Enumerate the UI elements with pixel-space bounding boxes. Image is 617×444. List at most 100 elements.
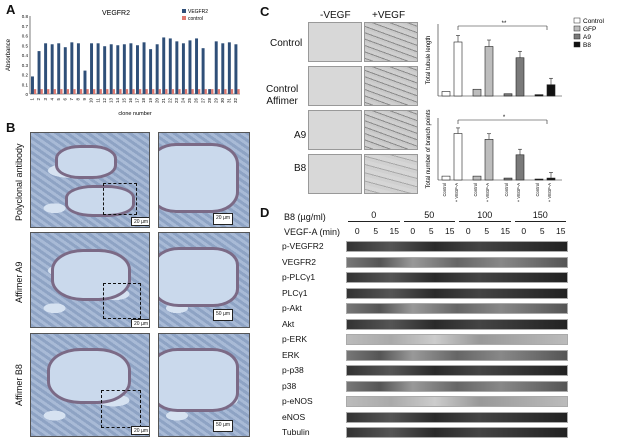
chart-a-ytick: 0.2 (22, 73, 29, 78)
chart-a-xtick: 8 (76, 98, 81, 101)
panel-b-mini-scalebar-2: 20 µm (131, 319, 149, 327)
panel-d-blot-row: eNOS (282, 411, 572, 425)
chart-c-legend-label: GFP (583, 26, 596, 33)
chart-a-bar-control (165, 89, 168, 94)
chart-a-bar-control (224, 89, 227, 94)
panel-a-svg: VEGFR2 Absorbance 0.8 0.7 0.6 0.5 0.4 0.3 0.2 0.1… (6, 9, 240, 117)
panel-label-d: D (260, 205, 270, 220)
panel-d-time-value: 5 (539, 226, 545, 236)
chart-a-bar-control (171, 89, 175, 94)
chart-a-bar-control (40, 89, 43, 94)
chart-c-bar (484, 46, 494, 97)
chart-a-bar-vegfr2 (188, 40, 192, 94)
panel-d-blot-label: PLCγ1 (282, 287, 308, 298)
panel-d-blot-row: p-ERK (282, 333, 572, 347)
chart-a-bar-control (211, 89, 214, 94)
chart-a-bar-vegfr2 (116, 45, 120, 94)
chart-a-xtick: 1 (30, 98, 35, 101)
panel-a-bar-chart: VEGFR2 Absorbance 0.8 0.7 0.6 0.5 0.4 0.3 0.2 0.1… (4, 4, 254, 117)
panel-d-dose-underline (348, 221, 400, 222)
panel-d-blot-label: eNOS (282, 411, 306, 422)
panel-b-mini-scalebar-1: 20 µm (131, 217, 149, 226)
chart-a-bar-control (99, 89, 102, 94)
panel-c-image-control-minus (308, 22, 362, 62)
chart-a-bar-vegfr2 (136, 45, 139, 94)
chart-a-bar-vegfr2 (76, 43, 80, 94)
chart-a-xtick: 23 (174, 98, 179, 104)
chart-a-bar-control (237, 89, 240, 94)
panel-d-blot-label: p-ERK (282, 334, 308, 344)
panel-d-dose-value: 100 (477, 210, 493, 220)
chart-a-bar-vegfr2 (50, 44, 54, 94)
chart-a-ylabel: Absorbance (6, 38, 12, 71)
panel-d-blot-label: p-PLCγ1 (282, 272, 316, 282)
chart-c-legend-swatch (573, 17, 581, 24)
panel-c-row-label-1: Control (270, 38, 303, 49)
chart-a-bar-control (53, 89, 56, 94)
panel-b-row-label-2: Affimer A9 (14, 261, 24, 303)
panel-d-time-value: 5 (428, 226, 434, 236)
chart-c-legend-label: Control (583, 18, 605, 25)
panel-d-blot-band (346, 241, 568, 252)
chart-a-xtick: 29 (213, 98, 218, 104)
chart-a-bar-vegfr2 (90, 43, 94, 94)
panel-b-row-label-3: Affimer B8 (14, 364, 24, 406)
chart-a-title: VEGFR2 (102, 10, 130, 17)
chart-a-bar-vegfr2 (83, 70, 87, 94)
panel-b-row-label-1: Polyclonal antibody (14, 143, 24, 221)
panel-d-blot-label: p-VEGFR2 (282, 241, 324, 251)
panel-c-image-affimer-minus (308, 66, 362, 106)
panel-d-blot-band (346, 303, 568, 314)
panel-d-dose-underline (514, 221, 566, 222)
panel-b-zoom-image-1: 20 µm (158, 132, 250, 228)
chart-c-sig-label: * (503, 115, 506, 121)
panel-b-scalebar-2: 50 µm (213, 309, 233, 321)
panel-c-image-b8-plus (364, 154, 418, 194)
panel-d-time-value: 5 (484, 226, 490, 236)
panel-d-blot-band (346, 365, 568, 376)
chart-c-bar (453, 133, 463, 181)
chart-a-bar-vegfr2 (109, 44, 113, 94)
chart-c-bar (503, 177, 513, 181)
panel-d-blot-label: ERK (282, 349, 300, 360)
chart-a-bar-vegfr2 (155, 44, 159, 94)
chart-a-bar-control (86, 89, 89, 94)
panel-d-blot-band (346, 427, 568, 438)
chart-a-bar-vegfr2 (181, 43, 185, 94)
chart-a-bar-vegfr2 (70, 42, 74, 94)
chart-a-bar-control (60, 89, 63, 94)
panel-d-blot-band (346, 318, 568, 330)
panel-c-image-a9-plus (364, 110, 418, 150)
chart-a-ytick: 0.1 (22, 82, 29, 87)
chart-c-bar (441, 175, 451, 181)
chart-c-xtick: Control (504, 183, 509, 197)
panel-d-dose-group: 150 (514, 210, 566, 222)
chart-a-bar-vegfr2 (103, 46, 107, 94)
chart-a-xtick: 4 (49, 98, 54, 101)
chart-a-bar-vegfr2 (208, 89, 212, 94)
panel-c-image-control-plus (364, 22, 418, 62)
chart-a-ytick: 0.8 (22, 14, 29, 19)
chart-c-xtick: + VEGF-A (547, 183, 552, 202)
chart-c-legend-swatch (573, 41, 581, 48)
chart-a-bar-vegfr2 (96, 43, 100, 94)
chart-a-bar-vegfr2 (195, 38, 199, 94)
chart-a-xtick: 3 (43, 98, 48, 101)
panel-b-overview-image-2: 20 µm (30, 232, 150, 328)
panel-d-dose-underline (403, 221, 455, 222)
chart-a-bar-vegfr2 (168, 38, 172, 94)
chart-a-xtick: 32 (233, 98, 238, 104)
panel-d-blot-label: p38 (282, 380, 297, 391)
panel-d-blot-band (346, 272, 568, 283)
panel-b-zoom-image-2: 50 µm (158, 232, 250, 328)
panel-d-time-value: 5 (373, 226, 379, 236)
chart-a-xtick: 5 (56, 98, 61, 101)
panel-label-a: A (6, 2, 16, 17)
chart-a-bar-vegfr2 (63, 47, 67, 94)
chart-c-legend-label: B8 (583, 42, 591, 49)
chart-a-xtick: 22 (167, 98, 172, 104)
chart-a-bar-vegfr2 (234, 44, 238, 94)
panel-label-c: C (260, 4, 270, 19)
panel-d-blot-label: p-Akt (282, 303, 302, 313)
